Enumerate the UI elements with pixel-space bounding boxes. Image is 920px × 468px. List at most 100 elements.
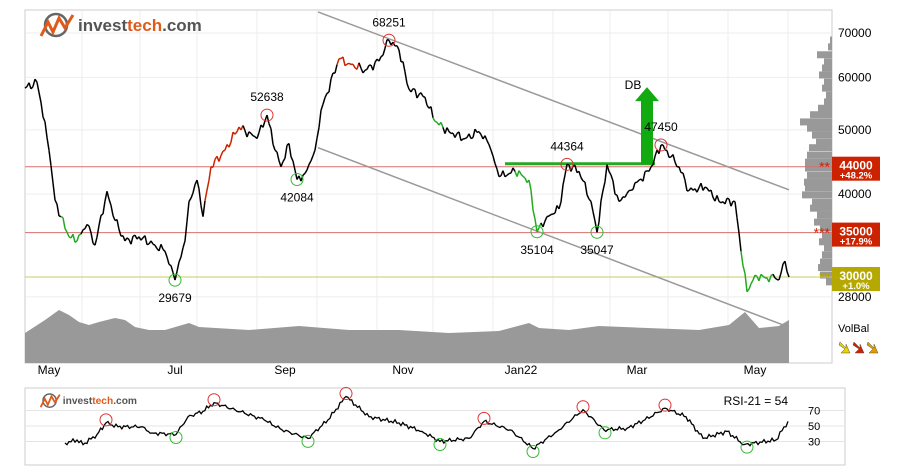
price-segment	[252, 135, 256, 138]
price-segment	[492, 155, 496, 164]
price-segment	[336, 58, 340, 65]
price-segment	[566, 163, 570, 166]
rsi-logo: investtech.com	[39, 393, 137, 408]
price-segment	[242, 125, 246, 131]
price-segment	[342, 56, 346, 66]
price-segment	[182, 240, 186, 249]
price-segment	[666, 150, 670, 158]
price-segment	[544, 216, 548, 222]
price-segment	[772, 273, 776, 279]
price-segment	[598, 200, 602, 223]
price-segment	[76, 234, 80, 242]
volume-profile-bar	[826, 278, 832, 286]
price-segment	[582, 180, 586, 183]
price-segment	[344, 63, 348, 67]
volume-profile-bar	[810, 204, 832, 212]
top-label: 68251	[372, 15, 406, 29]
rsi-top-marker	[207, 393, 221, 407]
volume-profile-bar	[830, 36, 832, 44]
top-label: 44364	[550, 139, 584, 153]
price-segment	[180, 247, 184, 258]
rsi-indicator: 70 50 30	[26, 387, 844, 458]
price-segment	[502, 170, 506, 178]
price-segment	[42, 116, 46, 123]
price-segment	[184, 221, 188, 242]
price-segment	[490, 149, 494, 157]
rsi-bottom-marker	[740, 440, 754, 454]
rsi-panel-frame	[24, 387, 846, 466]
price-segment	[546, 215, 550, 218]
channel-lower-line	[317, 147, 790, 328]
price-segment	[650, 164, 654, 168]
price-segment	[318, 110, 322, 128]
level-value: 44000	[839, 159, 873, 173]
price-segment	[664, 149, 668, 152]
x-tick-label: Mar	[627, 363, 648, 377]
db-target-arrow-icon	[635, 87, 659, 164]
price-segment	[758, 274, 762, 282]
price-segment	[198, 188, 202, 206]
volume-profile-bar	[819, 238, 832, 246]
bottom-marker	[168, 273, 182, 287]
price-segment	[348, 62, 352, 66]
axes: 70000 60000 50000 40000 28000 May Jul Sep Nov Jan…	[38, 26, 872, 377]
price-segment	[108, 198, 112, 206]
y-tick-label: 40000	[838, 187, 872, 201]
price-segment	[268, 123, 272, 130]
price-segment	[28, 82, 32, 90]
trend-channel	[317, 11, 790, 328]
rsi-bottom-marker	[169, 431, 183, 445]
price-segment	[560, 184, 564, 203]
rsi-bottom-marker	[301, 434, 315, 448]
volume-profile-bar	[807, 124, 832, 132]
price-segment	[316, 127, 320, 139]
top-marker	[260, 108, 274, 122]
price-segment	[322, 97, 326, 105]
price-segment	[600, 190, 604, 201]
volume-profile-bar	[810, 111, 832, 119]
level-badge	[832, 222, 880, 247]
price-segment	[188, 197, 192, 202]
price-segment	[50, 165, 54, 184]
price-segment	[220, 150, 224, 156]
price-segment	[306, 164, 310, 171]
price-segment	[460, 138, 464, 142]
price-segment	[728, 198, 732, 207]
price-segment	[266, 114, 270, 124]
price-segment	[744, 273, 748, 292]
price-segment	[36, 82, 40, 93]
volbal-arrow-icon	[838, 341, 851, 354]
price-segment	[588, 198, 592, 202]
price-segment	[612, 180, 616, 195]
rsi-top-marker	[99, 413, 113, 427]
price-segment	[672, 154, 676, 163]
volbal-label: VolBal	[838, 323, 869, 335]
volume-profile-bar	[824, 58, 832, 66]
price-segment	[396, 45, 400, 51]
volume-profile-bar	[828, 43, 832, 51]
price-segment	[748, 283, 752, 290]
logo: investtech.com	[39, 12, 202, 38]
price-segment	[786, 271, 790, 278]
volume-profile-bar	[805, 158, 832, 166]
price-segment	[404, 71, 408, 84]
price-segment	[140, 237, 144, 241]
volume-profile-bar	[820, 271, 832, 279]
price-segment	[416, 94, 420, 99]
price-segment	[262, 120, 266, 128]
volume-profile-bar	[818, 104, 832, 112]
price-segment	[160, 244, 164, 250]
price-segment	[768, 275, 772, 283]
x-tick-label: May	[38, 363, 61, 377]
price-segment	[384, 39, 388, 49]
price-segment	[208, 166, 212, 181]
price-segment	[46, 137, 50, 151]
price-segment	[518, 170, 522, 175]
price-segment	[542, 220, 546, 228]
price-segment	[448, 131, 452, 134]
price-segment	[290, 156, 294, 162]
price-segment	[458, 131, 462, 141]
price-segment	[228, 141, 232, 148]
price-segment	[164, 251, 168, 258]
price-segment	[96, 225, 100, 238]
